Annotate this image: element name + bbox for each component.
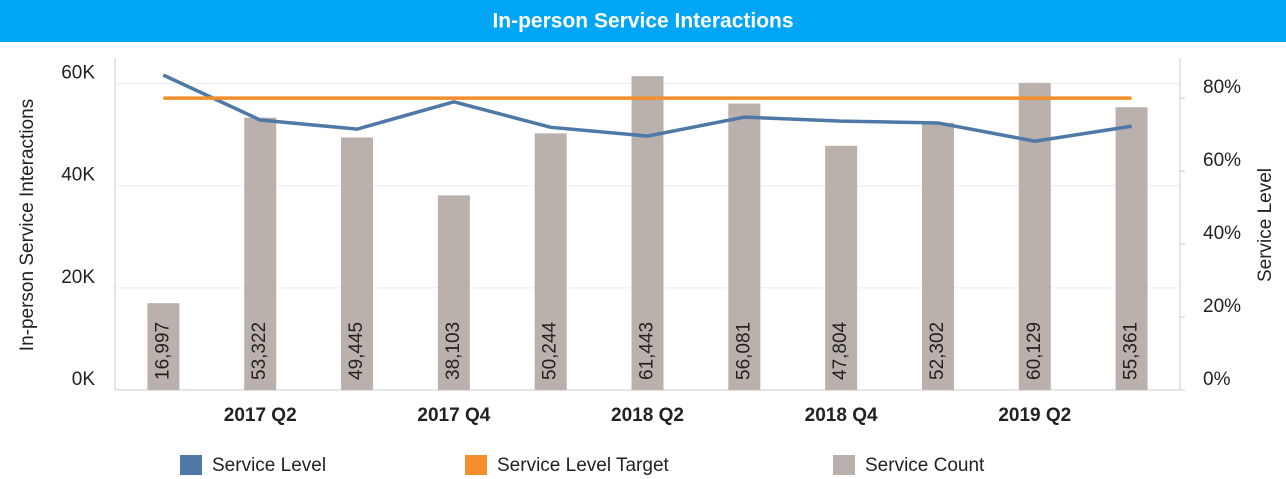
x-tick-label: 2019 Q2 [998,405,1071,426]
legend-swatch [833,455,855,475]
y2-tick-label: 60% [1203,150,1241,171]
bar-value-label: 52,302 [927,322,948,380]
y-tick-label: 0K [72,369,96,390]
legend-label: Service Level Target [497,455,670,476]
y2-tick-label: 20% [1203,296,1241,317]
y-tick-label: 20K [61,267,95,288]
bar [921,122,954,390]
y-tick-label: 60K [61,63,95,84]
legend-label: Service Count [865,455,985,476]
bar [341,137,374,390]
bar-value-label: 16,997 [152,322,173,380]
chart-title: In-person Service Interactions [492,10,793,33]
bar [825,145,858,390]
legend-label: Service Level [212,455,326,476]
bar-value-label: 53,322 [249,322,270,380]
bar-value-label: 56,081 [733,322,754,380]
legend-swatch [465,455,487,475]
bar [1018,82,1051,390]
legend-swatch [180,455,202,475]
bar [534,133,567,390]
bar [631,76,664,390]
title-bar [0,0,1286,42]
bar-value-label: 47,804 [830,321,851,380]
y-tick-label: 40K [61,165,95,186]
bar-value-label: 38,103 [443,322,464,380]
x-tick-label: 2017 Q2 [224,405,297,426]
y2-tick-label: 40% [1203,223,1241,244]
line [162,73,1132,143]
bar-value-label: 50,244 [540,321,561,380]
bar [1115,107,1148,391]
bar [728,103,761,390]
bar [244,117,277,390]
bar [437,195,470,390]
x-tick-label: 2018 Q4 [805,405,878,426]
y2-tick-label: 80% [1203,77,1241,98]
bar-value-label: 60,129 [1024,322,1045,380]
y2-tick-label: 0% [1203,369,1231,390]
bar-value-label: 55,361 [1121,322,1142,380]
bar-value-label: 61,443 [637,322,658,380]
bar-value-label: 49,445 [346,322,367,380]
x-tick-label: 2018 Q2 [611,405,684,426]
bar [147,303,180,390]
y-axis-label: In-person Service Interactions [17,99,38,351]
y2-axis-label: Service Level [1255,168,1276,282]
x-tick-label: 2017 Q4 [417,405,490,426]
